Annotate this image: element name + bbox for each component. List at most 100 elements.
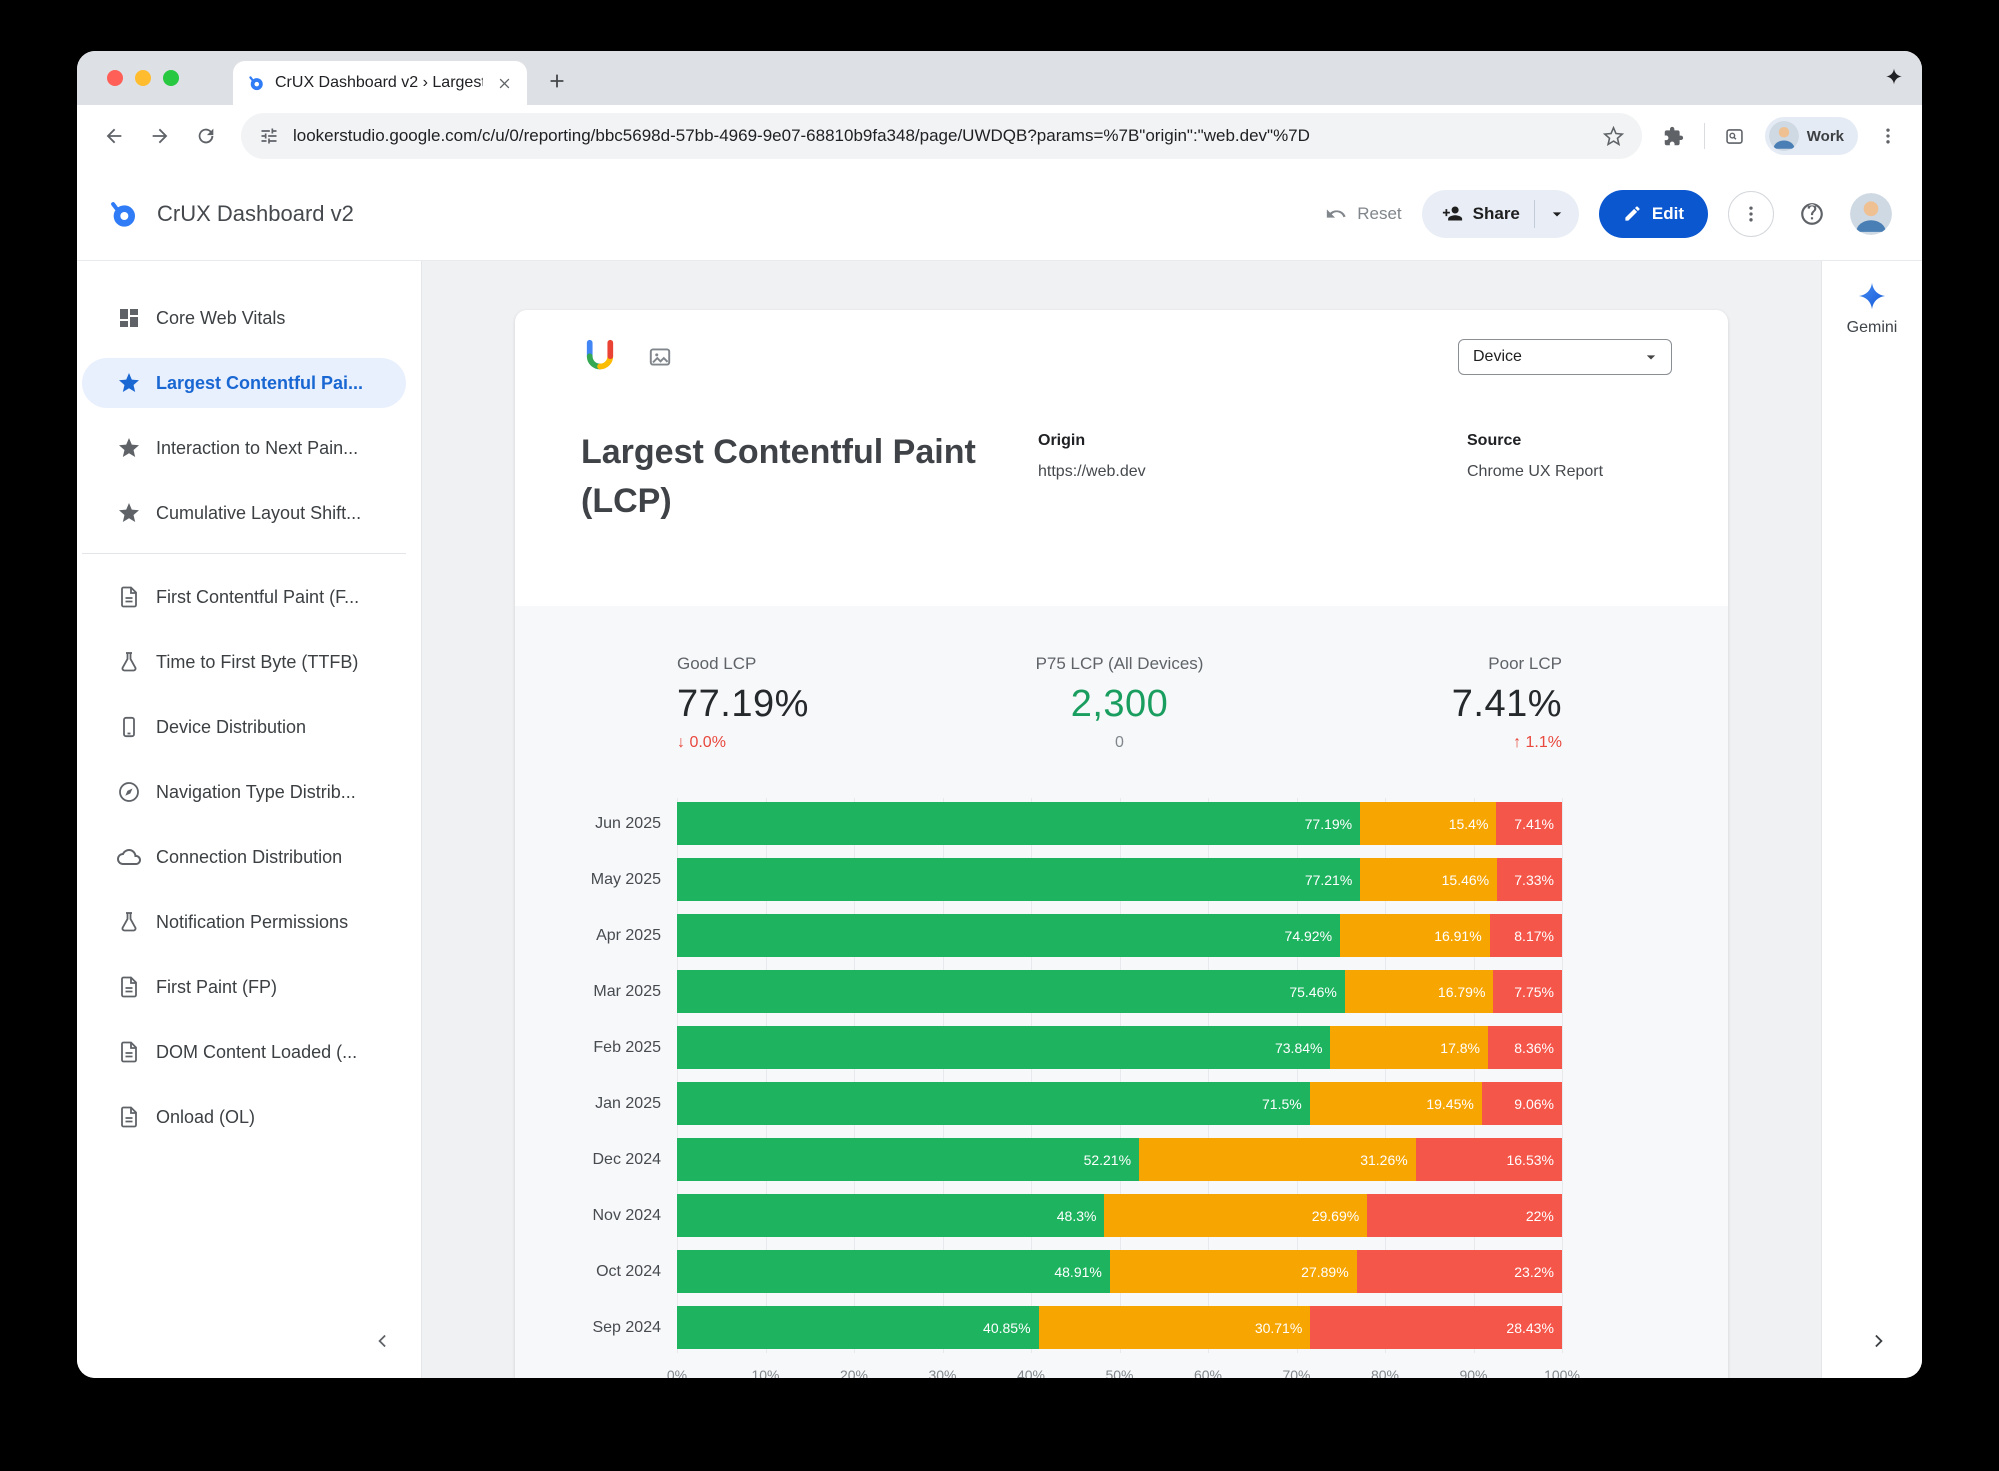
bar-segment-good[interactable]: 52.21% <box>677 1138 1140 1181</box>
new-tab-button[interactable] <box>539 63 575 99</box>
bar-segment-poor[interactable]: 22% <box>1367 1194 1562 1237</box>
bar-segment-poor[interactable]: 28.43% <box>1310 1306 1562 1349</box>
device-filter-dropdown[interactable]: Device <box>1458 339 1672 375</box>
bar-value-label: 16.79% <box>1437 983 1486 1000</box>
share-label: Share <box>1472 203 1520 223</box>
scorecards: Good LCP 77.19% ↓ 0.0% P75 LCP (All Devi… <box>677 654 1562 752</box>
bar-segment-poor[interactable]: 8.36% <box>1487 1026 1562 1069</box>
sidebar-item-first-paint[interactable]: First Paint (FP) <box>82 962 406 1012</box>
doc-icon <box>117 975 141 999</box>
next-page-icon[interactable] <box>1868 1330 1890 1352</box>
reset-button[interactable]: Reset <box>1325 203 1402 225</box>
bar-value-label: 30.71% <box>1254 1319 1303 1336</box>
sidebar-item-navigation-type-distribution[interactable]: Navigation Type Distrib... <box>82 767 406 817</box>
share-split-divider <box>1533 199 1535 228</box>
reload-button[interactable] <box>185 115 227 157</box>
bar-track: 77.21% 15.46% 7.33% <box>677 858 1562 901</box>
bar-segment-good[interactable]: 77.21% <box>677 858 1361 901</box>
sidebar-item-first-contentful-paint[interactable]: First Contentful Paint (F... <box>82 572 406 622</box>
x-axis: 0% 10% 20% 30% 40% 50% 60% 70% 80% 90% 100% <box>667 1367 1580 1378</box>
bookmark-star-icon[interactable] <box>1602 118 1626 154</box>
gemini-entry[interactable]: Gemini <box>1847 281 1897 337</box>
close-window-button[interactable] <box>107 70 123 86</box>
bar-segment-poor[interactable]: 7.41% <box>1496 802 1562 845</box>
bar-segment-needs-improvement[interactable]: 29.69% <box>1104 1194 1368 1237</box>
minimize-window-button[interactable] <box>135 70 151 86</box>
bar-segment-good[interactable]: 73.84% <box>677 1026 1331 1069</box>
more-options-button[interactable] <box>1728 190 1774 237</box>
browser-profile-chip[interactable]: Work <box>1764 117 1858 155</box>
axis-tick-label: 20% <box>839 1367 869 1378</box>
bar-segment-poor[interactable]: 9.06% <box>1481 1082 1562 1125</box>
sidebar-item-onload[interactable]: Onload (OL) <box>82 1092 406 1142</box>
bar-segment-needs-improvement[interactable]: 16.91% <box>1340 914 1490 957</box>
bar-segment-poor[interactable]: 23.2% <box>1356 1250 1562 1293</box>
gridline <box>1208 798 1209 1353</box>
sidebar-item-interaction-to-next-paint[interactable]: Interaction to Next Pain... <box>82 423 406 473</box>
side-panel-search-icon[interactable] <box>1717 118 1753 154</box>
p75-lcp-scorecard: P75 LCP (All Devices) 2,300 0 <box>1036 654 1204 752</box>
maximize-window-button[interactable] <box>163 70 179 86</box>
bar-segment-needs-improvement[interactable]: 16.79% <box>1344 970 1494 1013</box>
sidebar-item-cumulative-layout-shift[interactable]: Cumulative Layout Shift... <box>82 488 406 538</box>
bar-segment-good[interactable]: 74.92% <box>677 914 1341 957</box>
address-bar[interactable]: lookerstudio.google.com/c/u/0/reporting/… <box>241 113 1642 159</box>
origin-block: Origin https://web.dev <box>1038 432 1146 481</box>
sidebar-item-dom-content-loaded[interactable]: DOM Content Loaded (... <box>82 1027 406 1077</box>
bar-segment-poor[interactable]: 7.75% <box>1493 970 1562 1013</box>
account-avatar[interactable] <box>1850 192 1892 235</box>
sidebar-item-notification-permissions[interactable]: Notification Permissions <box>82 897 406 947</box>
p75-lcp-delta: 0 <box>1115 734 1124 751</box>
bar-segment-good[interactable]: 48.91% <box>677 1250 1110 1293</box>
sidebar-item-largest-contentful-paint[interactable]: Largest Contentful Pai... <box>82 358 406 408</box>
gridline <box>1562 798 1563 1353</box>
looker-favicon-icon <box>247 74 265 92</box>
sidebar-item-label: Largest Contentful Pai... <box>156 372 364 393</box>
bar-segment-needs-improvement[interactable]: 17.8% <box>1330 1026 1488 1069</box>
bar-segment-needs-improvement[interactable]: 30.71% <box>1038 1306 1311 1349</box>
bar-segment-needs-improvement[interactable]: 31.26% <box>1139 1138 1416 1181</box>
url-text[interactable]: lookerstudio.google.com/c/u/0/reporting/… <box>293 126 1310 145</box>
back-button[interactable] <box>93 115 135 157</box>
collapse-sidebar-icon[interactable] <box>371 1330 393 1352</box>
report-card: Device Largest Contentful Paint (LCP) Or… <box>515 310 1728 1378</box>
share-button[interactable]: Share <box>1421 189 1579 238</box>
bar-segment-needs-improvement[interactable]: 27.89% <box>1109 1250 1357 1293</box>
extensions-icon[interactable] <box>1656 118 1692 154</box>
bar-segment-good[interactable]: 75.46% <box>677 970 1345 1013</box>
arrow-up-icon: ↑ <box>1513 734 1522 751</box>
axis-tick-label: 0% <box>666 1367 688 1378</box>
sidebar-item-connection-distribution[interactable]: Connection Distribution <box>82 832 406 882</box>
bar-segment-good[interactable]: 40.85% <box>677 1306 1039 1349</box>
bar-segment-needs-improvement[interactable]: 19.45% <box>1309 1082 1482 1125</box>
share-dropdown-caret[interactable] <box>1535 204 1579 224</box>
bar-value-label: 15.4% <box>1448 815 1489 832</box>
bar-segment-good[interactable]: 48.3% <box>677 1194 1105 1237</box>
browser-menu-icon[interactable] <box>1870 118 1906 154</box>
bar-segment-poor[interactable]: 16.53% <box>1415 1138 1562 1181</box>
good-lcp-value: 77.19% <box>677 683 809 725</box>
bar-segment-needs-improvement[interactable]: 15.46% <box>1360 858 1498 901</box>
sidebar-item-time-to-first-byte[interactable]: Time to First Byte (TTFB) <box>82 637 406 687</box>
bar-segment-poor[interactable]: 7.33% <box>1497 858 1562 901</box>
sidebar-item-device-distribution[interactable]: Device Distribution <box>82 702 406 752</box>
bar-segment-good[interactable]: 71.5% <box>677 1082 1310 1125</box>
tab-close-icon[interactable] <box>493 72 515 94</box>
edit-button[interactable]: Edit <box>1598 189 1708 238</box>
looker-studio-logo <box>107 198 139 230</box>
sidebar-item-core-web-vitals[interactable]: Core Web Vitals <box>82 293 406 343</box>
site-info-icon[interactable] <box>257 118 281 154</box>
help-icon[interactable] <box>1794 196 1830 232</box>
browser-tab[interactable]: CrUX Dashboard v2 › Largest <box>233 61 527 105</box>
bar-segment-good[interactable]: 77.19% <box>677 802 1361 845</box>
origin-label: Origin <box>1038 432 1086 449</box>
bar-segment-needs-improvement[interactable]: 15.4% <box>1360 802 1497 845</box>
sidebar-divider <box>82 553 406 554</box>
profile-avatar <box>1768 121 1799 151</box>
sparkle-icon[interactable] <box>1884 67 1904 87</box>
browser-window: CrUX Dashboard v2 › Largest lookerstudio… <box>77 51 1922 1378</box>
bar-segment-poor[interactable]: 8.17% <box>1489 914 1562 957</box>
forward-button[interactable] <box>139 115 181 157</box>
sidebar-item-label: DOM Content Loaded (... <box>156 1041 358 1062</box>
sidebar-item-label: Device Distribution <box>156 716 307 737</box>
